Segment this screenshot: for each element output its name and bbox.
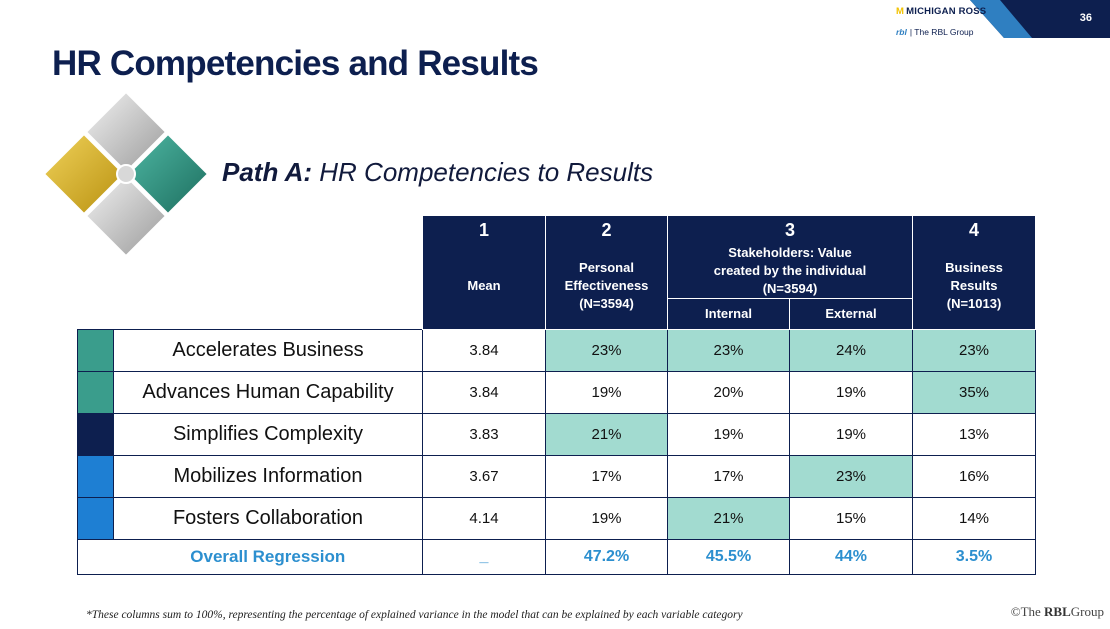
col-1-number: 1: [422, 215, 546, 243]
row-label: Accelerates Business: [113, 329, 423, 372]
overall-regression-label: Overall Regression: [113, 539, 423, 575]
footnote: *These columns sum to 100%, representing…: [86, 609, 743, 621]
table-row: Mobilizes Information 3.67 17% 17% 23% 1…: [77, 455, 1037, 498]
puzzle-graphic: [42, 90, 210, 256]
row-label: Simplifies Complexity: [113, 413, 423, 456]
col-2-number: 2: [545, 215, 668, 243]
total-row: Overall Regression _ 47.2% 45.5% 44% 3.5…: [77, 539, 1037, 575]
col-4-number: 4: [912, 215, 1037, 243]
row-color-swatch: [77, 455, 114, 498]
page-title: HR Competencies and Results: [52, 44, 539, 83]
cell-mean: 3.83: [422, 413, 546, 456]
col-external-header: External: [788, 298, 914, 330]
cell-business: 35%: [912, 371, 1037, 414]
row-label: Fosters Collaboration: [113, 497, 423, 540]
col-internal-header: Internal: [667, 298, 790, 330]
col-business-header: Business Results (N=1013): [912, 243, 1037, 330]
cell-business: 14%: [912, 497, 1037, 540]
cell-personal: 17%: [545, 455, 668, 498]
slide-number: 36: [1079, 12, 1092, 24]
col-stakeholders-header: Stakeholders: Value created by the indivi…: [666, 243, 914, 299]
cell-personal: 21%: [545, 413, 668, 456]
total-internal: 45.5%: [667, 539, 790, 575]
cell-personal: 23%: [545, 329, 668, 372]
table-row: Accelerates Business 3.84 23% 23% 24% 23…: [77, 329, 1037, 372]
col-3-number: 3: [666, 215, 914, 243]
table-row: Fosters Collaboration 4.14 19% 21% 15% 1…: [77, 497, 1037, 540]
row-label: Advances Human Capability: [113, 371, 423, 414]
corner-decoration: [970, 0, 1110, 38]
col-mean-header: Mean: [422, 243, 546, 330]
cell-mean: 3.67: [422, 455, 546, 498]
copyright: ©The RBLGroup: [1010, 604, 1104, 619]
total-personal: 47.2%: [545, 539, 668, 575]
cell-business: 23%: [912, 329, 1037, 372]
row-color-swatch: [77, 329, 114, 372]
row-color-swatch: [77, 371, 114, 414]
cell-personal: 19%: [545, 497, 668, 540]
cell-external: 15%: [788, 497, 914, 540]
cell-personal: 19%: [545, 371, 668, 414]
cell-business: 13%: [912, 413, 1037, 456]
cell-external: 19%: [788, 413, 914, 456]
results-table: 1 2 3 4 Mean Personal Effectiveness (N=359…: [77, 215, 1037, 575]
row-color-swatch: [77, 413, 114, 456]
rbl-group-logo: rbl | The RBL Group: [896, 27, 974, 37]
total-external: 44%: [788, 539, 914, 575]
section-subtitle: Path A: HR Competencies to Results: [222, 157, 654, 187]
cell-internal: 19%: [667, 413, 790, 456]
cell-mean: 3.84: [422, 329, 546, 372]
total-business: 3.5%: [912, 539, 1037, 575]
row-label: Mobilizes Information: [113, 455, 423, 498]
cell-external: 23%: [788, 455, 914, 498]
col-personal-header: Personal Effectiveness (N=3594): [545, 243, 668, 330]
michigan-ross-logo: M MICHIGAN ROSS: [896, 6, 987, 17]
cell-internal: 23%: [667, 329, 790, 372]
total-mean: _: [422, 539, 546, 575]
cell-mean: 3.84: [422, 371, 546, 414]
table-row: Simplifies Complexity 3.83 21% 19% 19% 1…: [77, 413, 1037, 456]
table-row: Advances Human Capability 3.84 19% 20% 1…: [77, 371, 1037, 414]
cell-external: 24%: [788, 329, 914, 372]
cell-internal: 17%: [667, 455, 790, 498]
cell-mean: 4.14: [422, 497, 546, 540]
cell-internal: 21%: [667, 497, 790, 540]
row-color-swatch: [77, 497, 114, 540]
cell-business: 16%: [912, 455, 1037, 498]
cell-external: 19%: [788, 371, 914, 414]
cell-internal: 20%: [667, 371, 790, 414]
